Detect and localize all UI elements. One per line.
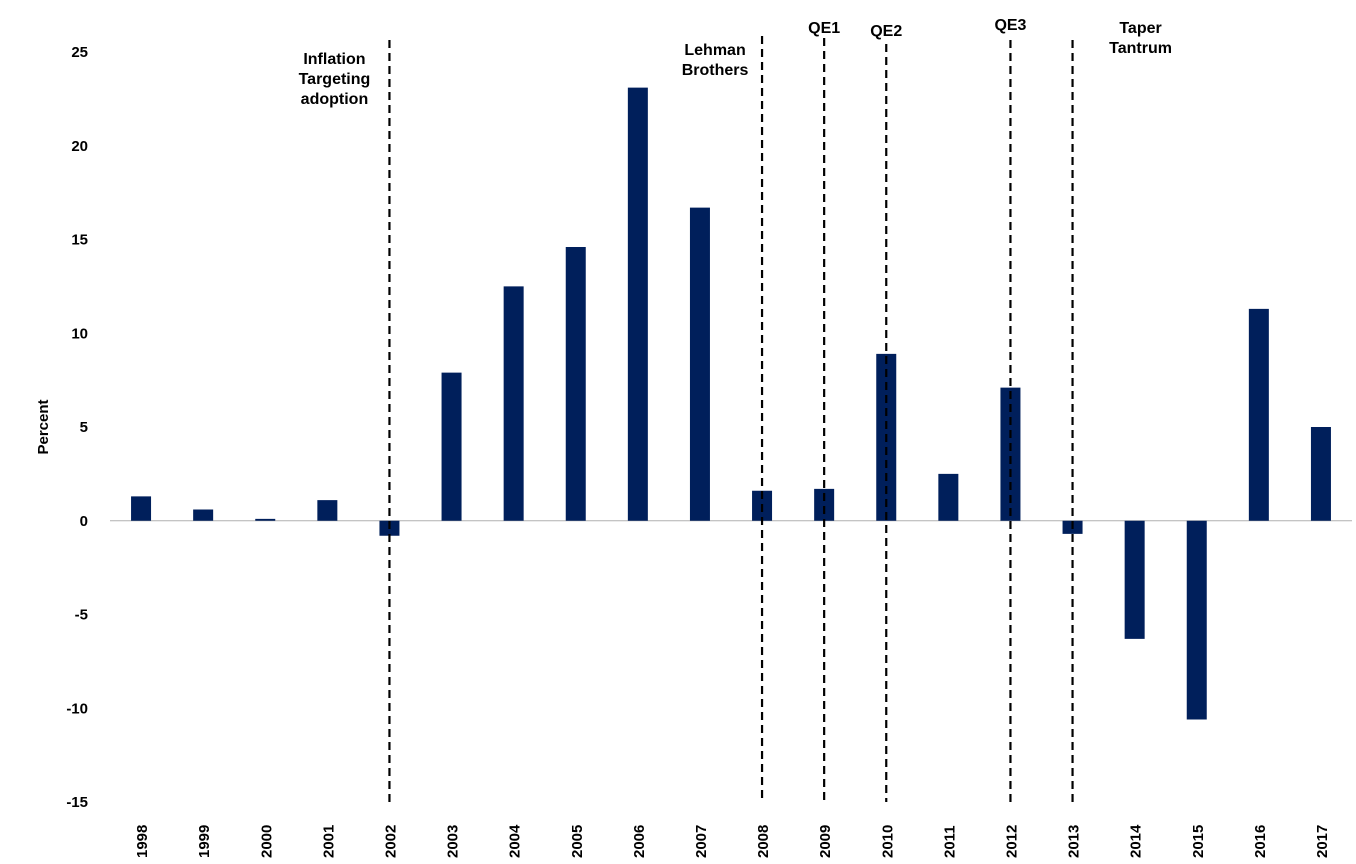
x-tick-label: 2005 (569, 825, 586, 858)
bar-2014 (1124, 520, 1145, 639)
bar-2015 (1186, 520, 1207, 720)
y-tick-label: 25 (71, 44, 88, 61)
x-tick-label: 2004 (507, 824, 524, 858)
y-tick-label: 0 (80, 513, 88, 530)
inflation-targeting-label: Targeting (299, 71, 371, 88)
inflation-targeting-label: Inflation (303, 51, 365, 68)
bar-2004 (503, 286, 524, 521)
bar-2000 (255, 518, 276, 521)
x-tick-label: 2003 (445, 825, 462, 858)
x-tick-label: 2009 (817, 825, 834, 858)
x-tick-label: 2015 (1190, 825, 1207, 858)
x-tick-label: 2000 (258, 825, 275, 858)
x-tick-label: 2002 (382, 825, 399, 858)
bar-2005 (565, 247, 586, 521)
y-axis-tick-labels: 25 20 15 10 5 0 -5 -10 -15 (66, 44, 88, 811)
qe1-label: QE1 (808, 20, 840, 37)
bar-2006 (627, 87, 648, 521)
x-tick-label: 1999 (196, 825, 213, 858)
bar-1998 (131, 496, 152, 521)
y-axis-label: Percent (35, 399, 52, 454)
bar-2016 (1248, 308, 1269, 521)
qe3-label: QE3 (994, 17, 1026, 34)
taper-tantrum-label: Taper (1119, 20, 1161, 37)
y-tick-label: -5 (75, 607, 88, 624)
inflation-targeting-label: adoption (301, 91, 369, 108)
bar-2012 (1000, 387, 1021, 521)
x-tick-label: 2016 (1252, 825, 1269, 858)
lehman-label: Brothers (682, 62, 749, 79)
x-tick-label: 2001 (320, 825, 337, 858)
taper-tantrum-label: Tantrum (1109, 40, 1172, 57)
y-tick-label: 5 (80, 419, 88, 436)
y-tick-label: 10 (71, 325, 88, 342)
x-tick-label: 2017 (1314, 825, 1331, 858)
lehman-label: Lehman (684, 42, 745, 59)
y-tick-label: 15 (71, 232, 88, 249)
x-tick-label: 2006 (631, 825, 648, 858)
y-tick-label: -15 (66, 794, 88, 811)
bar-2001 (317, 500, 338, 521)
bar-2007 (689, 207, 710, 521)
qe2-label: QE2 (870, 23, 902, 40)
bar-2003 (441, 372, 462, 521)
event-markers: Inflation Targeting adoption Lehman Brothers… (299, 17, 1172, 802)
x-tick-label: 2010 (879, 825, 896, 858)
bar-2011 (938, 473, 959, 521)
bar-series (131, 87, 1331, 720)
x-tick-label: 2011 (941, 825, 958, 858)
bar-2009 (814, 488, 835, 521)
bar-2017 (1310, 427, 1331, 521)
x-tick-label: 2014 (1128, 824, 1145, 858)
x-axis-tick-labels: 1998 1999 2000 2001 2002 2003 2004 2005 2006 2007… (134, 824, 1331, 858)
x-tick-label: 2008 (755, 825, 772, 858)
x-tick-label: 2012 (1003, 825, 1020, 858)
x-tick-label: 2007 (693, 825, 710, 858)
x-tick-label: 1998 (134, 825, 151, 858)
y-tick-label: 20 (71, 138, 88, 155)
y-tick-label: -10 (66, 700, 88, 717)
bar-1999 (193, 509, 214, 521)
x-tick-label: 2013 (1066, 825, 1083, 858)
